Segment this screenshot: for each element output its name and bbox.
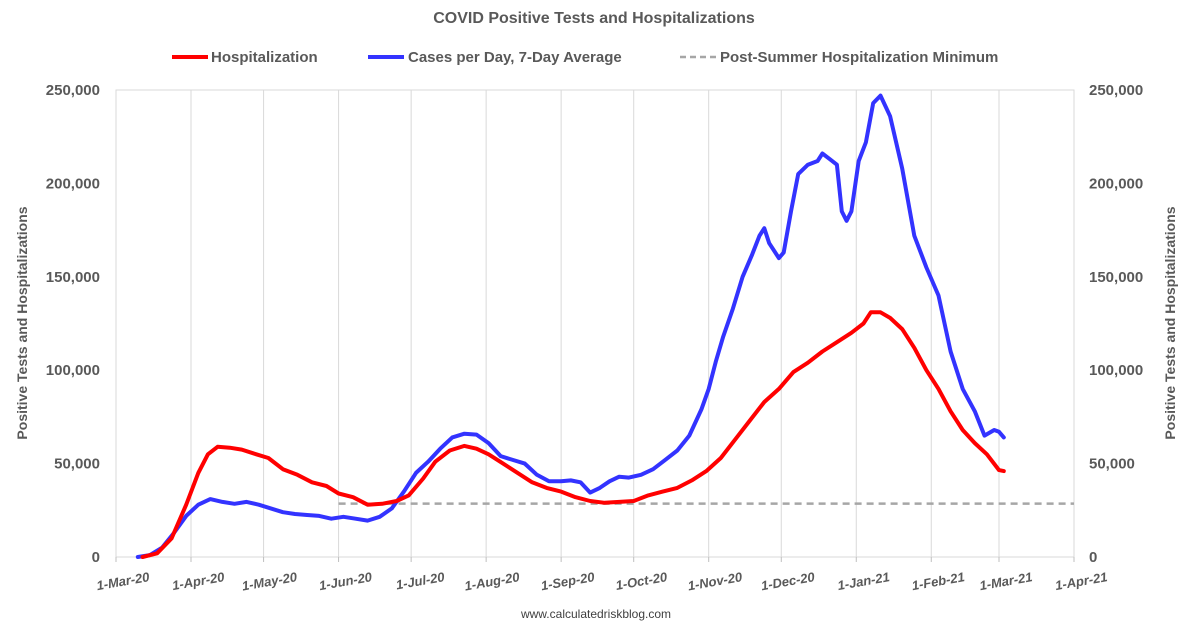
y-axis-left-title: Positive Tests and Hospitalizations <box>14 206 30 439</box>
legend-label-hospitalization: Hospitalization <box>211 49 318 66</box>
y-axis-left: 0 50,000 100,000 150,000 200,000 250,000 <box>46 82 100 566</box>
series-cases <box>135 93 1006 559</box>
y-tick-label-right: 250,000 <box>1089 82 1143 99</box>
y-tick-label-right: 100,000 <box>1089 362 1143 379</box>
y-tick-label-left: 100,000 <box>46 362 100 379</box>
y-tick-label-left: 250,000 <box>46 82 100 99</box>
legend-label-cases: Cases per Day, 7-Day Average <box>408 49 622 66</box>
x-axis: 1-Mar-20 1-Apr-20 1-May-20 1-Jun-20 1-Jul-20… <box>95 557 1109 594</box>
y-tick-label-left: 50,000 <box>54 456 100 473</box>
y-tick-label-left: 150,000 <box>46 269 100 286</box>
y-axis-right: 0 50,000 100,000 150,000 200,000 250,000 <box>1089 82 1143 566</box>
source-credit: www.calculatedriskblog.com <box>520 607 671 621</box>
chart-title: COVID Positive Tests and Hospitalization… <box>433 10 755 27</box>
legend-label-minimum: Post-Summer Hospitalization Minimum <box>720 49 998 66</box>
series-hospitalization <box>140 310 1006 559</box>
y-tick-label-right: 150,000 <box>1089 269 1143 286</box>
y-tick-label-left: 200,000 <box>46 175 100 192</box>
y-tick-label-right: 50,000 <box>1089 456 1135 473</box>
y-tick-label-right: 200,000 <box>1089 175 1143 192</box>
legend: Hospitalization Cases per Day, 7-Day Ave… <box>172 49 998 66</box>
y-tick-label-left: 0 <box>92 549 100 566</box>
y-axis-right-title: Positive Tests and Hospitalizations <box>1162 206 1178 439</box>
series-layer <box>135 93 1074 559</box>
vertical-gridlines <box>115 90 1075 557</box>
y-tick-label-right: 0 <box>1089 549 1097 566</box>
